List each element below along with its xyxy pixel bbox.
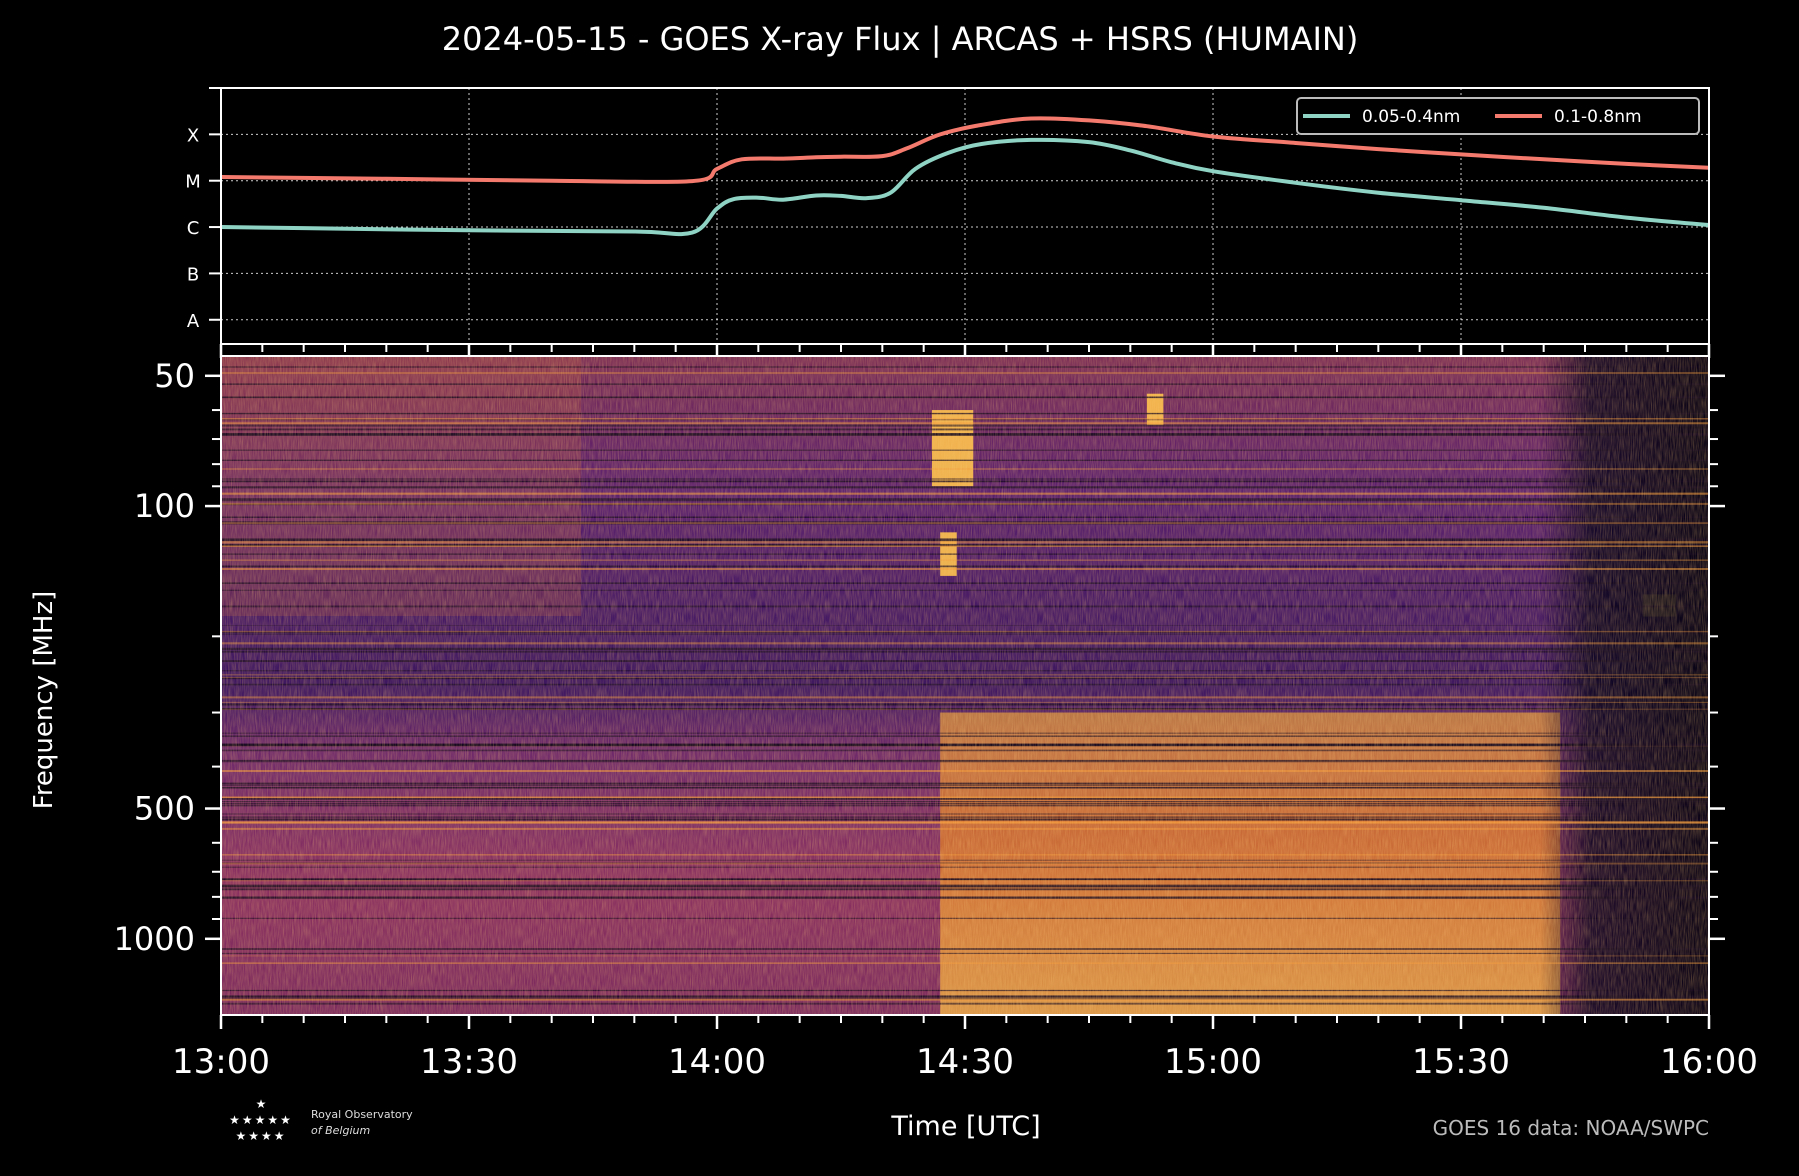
spectrogram-noise xyxy=(221,356,1709,1015)
freq-tick-label-1000: 1000 xyxy=(114,920,195,958)
logo-stars-top: ★ xyxy=(256,1097,267,1111)
logo-stars-middle: ★★★★★ xyxy=(229,1113,293,1127)
rob-logo: ★ ★★★★★ ★★★★ Royal Observatory of Belgiu… xyxy=(229,1097,413,1143)
x-axis-label: Time [UTC] xyxy=(890,1111,1040,1142)
y-axis-label: Frequency [MHz] xyxy=(29,591,59,810)
xray-y-tick-label-a: A xyxy=(187,311,200,332)
xray-legend: 0.05-0.4nm 0.1-0.8nm xyxy=(1296,97,1700,135)
time-tick-label: 15:00 xyxy=(1164,1042,1262,1082)
xray-x-axis xyxy=(219,344,1711,358)
time-tick-label: 15:30 xyxy=(1412,1042,1510,1082)
xray-y-tick-label-m: M xyxy=(185,172,201,193)
logo-text-line1: Royal Observatory xyxy=(311,1108,413,1121)
freq-tick-label-500: 500 xyxy=(134,790,195,828)
logo-text-line2: of Belgium xyxy=(311,1124,370,1137)
xray-y-tick-label-b: B xyxy=(187,264,199,285)
logo-stars-bottom: ★★★★ xyxy=(235,1129,286,1143)
xray-y-tick-label-c: C xyxy=(187,218,200,239)
xray-y-axis: A B C M X xyxy=(185,87,221,332)
spectrogram-panel: 50 100 500 1000 13:00 13:30 14:00 14:30 15:00 15… xyxy=(29,355,1758,1142)
time-tick-label: 13:00 xyxy=(172,1042,270,1082)
time-tick-label: 14:00 xyxy=(668,1042,766,1082)
xray-series-line-0 xyxy=(221,137,1709,237)
freq-tick-label-50: 50 xyxy=(154,357,195,395)
spectrogram-x-axis: 13:00 13:30 14:00 14:30 15:00 15:30 16:00 xyxy=(172,1015,1758,1082)
spectrogram-image xyxy=(221,356,1709,1015)
freq-tick-label-100: 100 xyxy=(134,487,195,525)
xray-series-group xyxy=(221,116,1709,237)
time-tick-label: 13:30 xyxy=(420,1042,518,1082)
legend-label-long: 0.1-0.8nm xyxy=(1554,107,1642,127)
chart-title: 2024-05-15 - GOES X-ray Flux | ARCAS + H… xyxy=(442,20,1359,58)
time-tick-label: 14:30 xyxy=(916,1042,1014,1082)
xray-y-tick-label-x: X xyxy=(187,125,199,146)
legend-label-short: 0.05-0.4nm xyxy=(1362,107,1460,127)
xray-panel: A B C M X 0.05-0.4nm 0.1-0.8nm xyxy=(185,87,1711,358)
time-tick-label: 16:00 xyxy=(1660,1042,1758,1082)
spectrogram-y-axis: 50 100 500 1000 xyxy=(114,357,1725,958)
xray-series-line-1 xyxy=(221,116,1709,184)
data-credit: GOES 16 data: NOAA/SWPC xyxy=(1433,1116,1709,1140)
